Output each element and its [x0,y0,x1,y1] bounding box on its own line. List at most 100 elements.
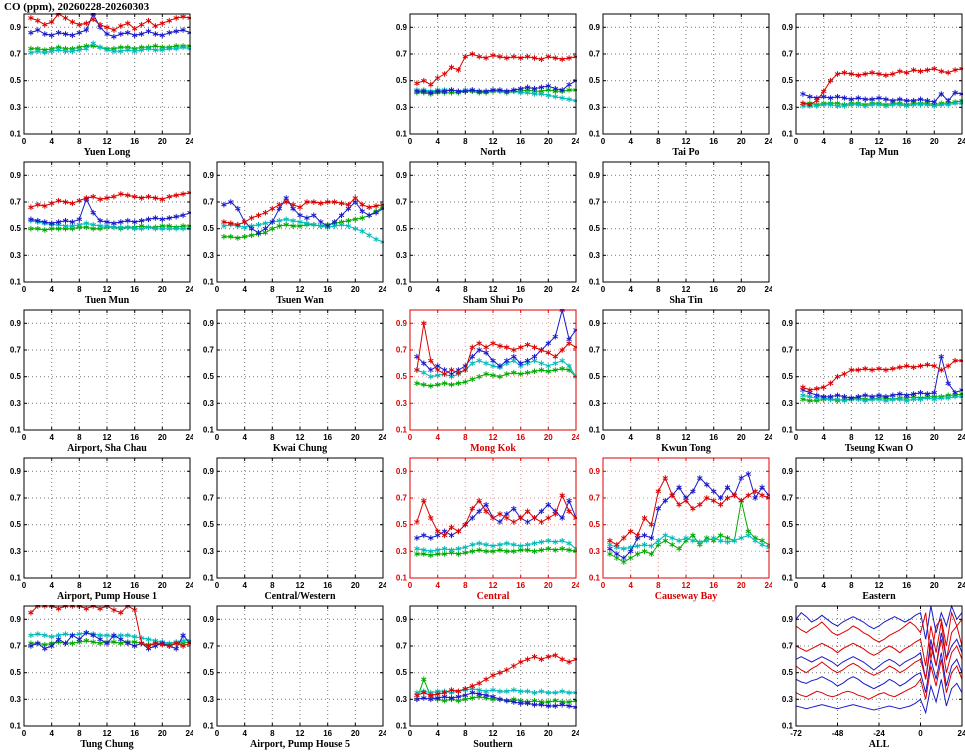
x-tick-label: 0 [918,729,923,738]
x-tick-label: 20 [544,729,553,738]
x-tick-label: 12 [875,433,884,442]
chart-svg: 0 4 8 12 16 20 24 0.1 0.3 0.5 0.7 0.9 Airport, Pump … [203,605,388,750]
chart-svg: -72 -48 -24 0 24 0.1 0.3 0.5 0.7 0.9 ALL [782,605,965,750]
x-tick-label: 16 [709,433,718,442]
x-tick-label: 20 [158,729,167,738]
y-tick-label: 0.3 [203,399,215,408]
x-tick-label: 4 [628,581,633,590]
chart-svg: 0 4 8 12 16 20 24 0.1 0.3 0.5 0.7 0.9 Yuen Long [10,13,195,158]
x-tick-label: 16 [902,433,911,442]
y-tick-label: 0.5 [203,224,215,233]
y-tick-label: 0.1 [396,278,408,287]
chart-svg: 0 4 8 12 16 20 24 0.1 0.3 0.5 0.7 0.9 Tuen Mun [10,161,195,306]
x-tick-label: 4 [242,433,247,442]
y-tick-label: 0.3 [10,251,22,260]
x-tick-label: 4 [628,433,633,442]
x-tick-label: 4 [628,137,633,146]
y-tick-label: 0.7 [589,198,601,207]
x-tick-label: -72 [790,729,802,738]
y-tick-label: 0.7 [396,50,408,59]
y-tick-label: 0.1 [10,426,22,435]
panel-title: Mong Kok [470,443,516,454]
x-tick-label: 8 [77,137,82,146]
x-tick-label: 4 [435,285,440,294]
x-tick-label: 8 [270,581,275,590]
x-tick-label: 12 [489,137,498,146]
y-tick-label: 0.7 [10,346,22,355]
x-tick-label: 20 [158,581,167,590]
y-tick-label: 0.3 [589,103,601,112]
x-tick-label: 4 [821,433,826,442]
chart-svg: 0 4 8 12 16 20 24 0.1 0.3 0.5 0.7 0.9 Tai Po [589,13,774,158]
x-tick-label: 12 [103,729,112,738]
y-tick-label: 0.7 [203,346,215,355]
x-tick-label: 24 [958,433,965,442]
panel-title: Central/Western [264,591,336,602]
y-tick-label: 0.3 [782,103,794,112]
chart-svg: 0 4 8 12 16 20 24 0.1 0.3 0.5 0.7 0.9 Tseung Kwan O [782,309,965,454]
x-tick-label: 12 [489,433,498,442]
y-tick-label: 0.5 [10,224,22,233]
x-tick-label: 16 [516,433,525,442]
x-tick-label: 20 [544,137,553,146]
x-tick-label: 8 [77,729,82,738]
x-tick-label: 4 [435,581,440,590]
panel-title: Tung Chung [80,739,133,750]
chart-svg: 0 4 8 12 16 20 24 0.1 0.3 0.5 0.7 0.9 Sham Shui Po [396,161,581,306]
x-tick-label: 20 [158,285,167,294]
y-tick-label: 0.7 [782,346,794,355]
x-tick-label: 8 [463,285,468,294]
x-tick-label: 16 [323,285,332,294]
y-tick-label: 0.7 [782,494,794,503]
x-tick-label: 24 [572,433,579,442]
chart-svg: 0 4 8 12 16 20 24 0.1 0.3 0.5 0.7 0.9 Sha Tin [589,161,774,306]
y-tick-label: 0.5 [782,76,794,85]
y-tick-label: 0.3 [396,547,408,556]
y-tick-label: 0.5 [10,668,22,677]
x-tick-label: -48 [832,729,844,738]
y-tick-label: 0.5 [396,668,408,677]
y-tick-label: 0.5 [203,372,215,381]
y-tick-label: 0.3 [396,103,408,112]
chart-panel-causeway-bay: 0 4 8 12 16 20 24 0.1 0.3 0.5 0.7 0.9 Causeway Bay [579,454,774,602]
x-tick-label: 12 [296,285,305,294]
y-tick-label: 0.1 [396,426,408,435]
x-tick-label: 8 [463,729,468,738]
y-tick-label: 0.5 [782,668,794,677]
y-tick-label: 0.1 [10,278,22,287]
y-tick-label: 0.3 [10,547,22,556]
y-tick-label: 0.7 [396,198,408,207]
y-tick-label: 0.3 [782,547,794,556]
x-tick-label: 0 [215,433,220,442]
y-tick-label: 0.5 [396,76,408,85]
x-tick-label: 0 [601,285,606,294]
chart-svg: 0 4 8 12 16 20 24 0.1 0.3 0.5 0.7 0.9 Eastern [782,457,965,602]
y-tick-label: 0.7 [396,642,408,651]
y-tick-label: 0.9 [589,23,601,32]
x-tick-label: 4 [628,285,633,294]
x-tick-label: 24 [765,285,772,294]
x-tick-label: 24 [186,137,193,146]
y-tick-label: 0.9 [203,467,215,476]
x-tick-label: 8 [463,581,468,590]
x-tick-label: 24 [765,581,772,590]
x-tick-label: 16 [323,581,332,590]
chart-panel-tung-chung: 0 4 8 12 16 20 24 0.1 0.3 0.5 0.7 0.9 Tung Chung [0,602,195,750]
y-tick-label: 0.9 [782,467,794,476]
x-tick-label: 12 [682,285,691,294]
y-tick-label: 0.1 [782,574,794,583]
y-tick-label: 0.1 [396,130,408,139]
panel-title: Tai Po [672,147,699,158]
y-tick-label: 0.5 [782,520,794,529]
chart-svg: 0 4 8 12 16 20 24 0.1 0.3 0.5 0.7 0.9 Tung Chung [10,605,195,750]
x-tick-label: 16 [516,581,525,590]
chart-svg: 0 4 8 12 16 20 24 0.1 0.3 0.5 0.7 0.9 Tap Mun [782,13,965,158]
x-tick-label: 20 [351,285,360,294]
x-tick-label: 4 [49,137,54,146]
x-tick-label: 20 [930,581,939,590]
x-tick-label: 24 [572,285,579,294]
x-tick-label: 0 [22,285,27,294]
x-tick-label: 24 [379,285,386,294]
x-tick-label: 16 [130,581,139,590]
y-tick-label: 0.9 [396,23,408,32]
